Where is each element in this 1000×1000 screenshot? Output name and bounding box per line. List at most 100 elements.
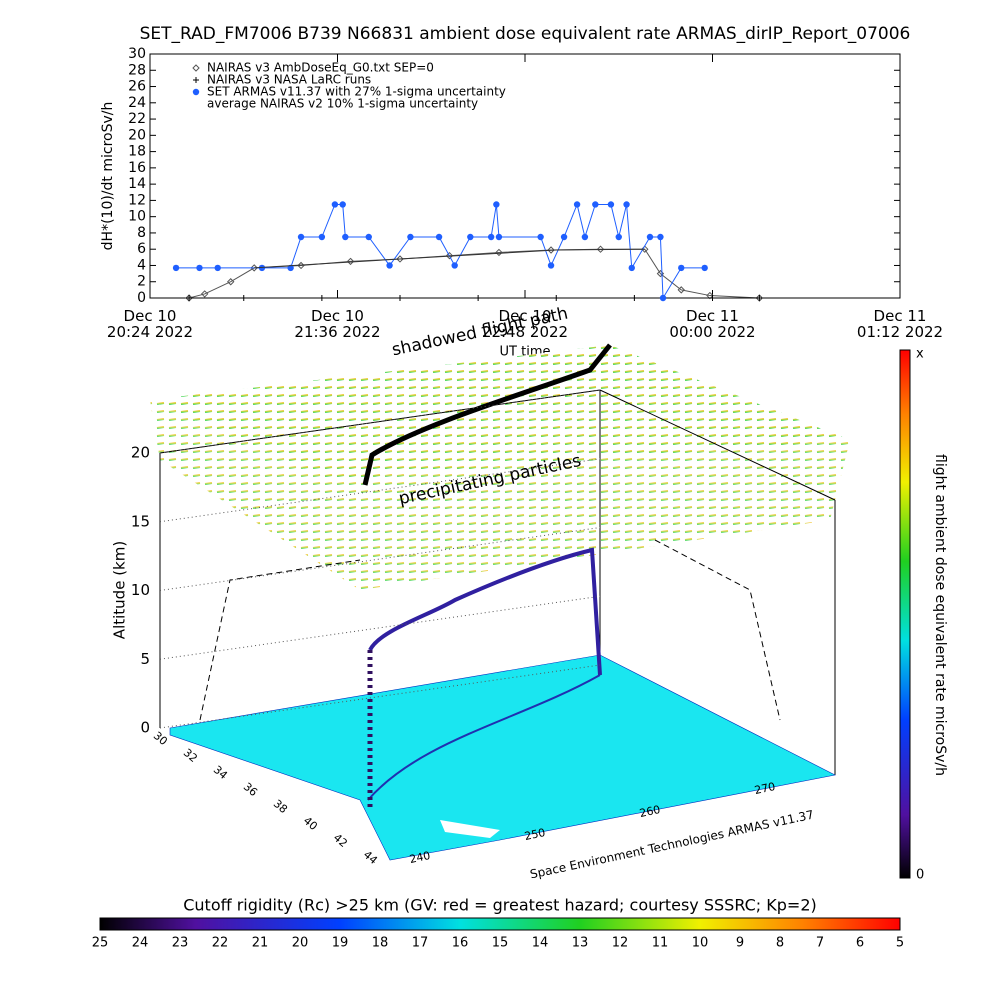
point [537,233,544,241]
lat-tick-label: 38 [271,797,290,816]
x-tick-label: Dec 10 21:36 2022 [294,307,381,341]
y-tick-label: 8 [137,225,146,241]
y-tick-label: 18 [128,144,146,160]
map-gap [440,820,500,838]
colorbar-title: flight ambient dose equivalent rate micr… [932,454,948,776]
x-tick-label: Dec 11 00:00 2022 [669,307,756,341]
x-tick-label: Dec 11 01:12 2022 [856,307,944,341]
lat-tick-label: 36 [241,780,260,799]
y-tick-label: 12 [128,192,146,208]
point [396,255,404,263]
z-axis-label: Altitude (km) [111,541,129,639]
point [339,201,346,208]
lon-tick-label: 260 [638,803,661,820]
colorbar-tick-label: 24 [132,936,149,951]
colorbar-title: Cutoff rigidity (Rc) >25 km (GV: red = g… [183,896,817,915]
point [623,201,630,208]
point [435,233,443,241]
lon-tick-label: 270 [753,780,776,797]
series-line [176,202,705,300]
colorbar-tick-label: 25 [92,936,109,951]
y-tick-label: 28 [128,62,146,78]
point [657,233,664,241]
point [445,251,454,260]
particle-field-left [150,400,360,590]
frame-edge [599,389,836,501]
dose-colorbar [899,349,911,879]
chart-title: SET_RAD_FM7006 B739 N66831 ambient dose … [140,24,911,44]
colorbar-tick-label: 7 [816,936,824,951]
legend-label: SET ARMAS v11.37 with 27% 1-sigma uncert… [207,85,506,99]
shadow-path [362,343,612,486]
point [346,257,355,266]
colorbar-tick-label: 19 [332,936,349,951]
point [706,291,714,300]
z-tick-label: 10 [131,581,150,599]
colorbar-label: 0 [916,868,924,883]
colorbar-tick-label: 16 [452,936,469,951]
point [200,290,209,298]
point [592,201,599,208]
colorbar-tick-label: 18 [372,936,389,951]
point [701,264,708,272]
point [397,295,403,301]
lat-tick-label: 40 [301,814,320,833]
point [756,295,763,301]
y-tick-label: 2 [137,274,146,290]
colorbar-tick-label: 15 [492,936,509,951]
point [631,295,638,301]
point [628,264,635,272]
point [192,88,200,96]
point [495,248,503,257]
z-tick-label: 0 [140,719,150,737]
x-tick-label: Dec 10 22:48 2022 [481,307,569,341]
colorbar-label: x [916,347,924,362]
point [493,201,500,208]
lon-tick-label: 240 [408,849,431,866]
frame-edge [159,389,601,454]
point [560,233,568,241]
point [172,264,180,272]
point [318,233,326,241]
y-axis-label: dH*(10)/dt microSv/h [100,102,116,251]
point [581,233,589,241]
projection [199,559,361,721]
point [678,264,685,272]
projection [654,539,781,721]
lat-tick-label: 42 [331,831,350,850]
colorbar-tick-label: 23 [172,936,189,951]
point [386,262,393,269]
particle-field-front [330,440,850,590]
point [287,264,294,272]
point [553,295,560,301]
cutoff-colorbar [99,917,901,931]
point [192,64,200,72]
point [641,245,649,253]
colorbar-tick-label: 10 [692,936,709,951]
colorbar-tick-label: 14 [532,936,549,951]
series-line [188,248,760,299]
colorbar-tick-label: 11 [652,936,669,951]
colorbar-tick-label: 13 [572,936,589,951]
colorbar-tick-label: 6 [856,936,864,951]
point [467,233,474,241]
flight-path [368,547,602,676]
colorbar-tick-label: 9 [736,936,744,951]
point [227,278,235,286]
z-grid [159,595,601,660]
point [607,201,615,208]
point [709,295,716,301]
point [186,295,193,301]
point [318,295,325,301]
point [240,295,247,301]
lon-tick-label: 250 [523,826,546,843]
point [297,233,305,241]
point [487,233,495,241]
ground-track [367,674,601,801]
point [193,77,199,83]
y-tick-label: 4 [137,257,146,273]
point [659,294,667,302]
y-tick-label: 10 [128,209,146,225]
point [547,262,555,269]
